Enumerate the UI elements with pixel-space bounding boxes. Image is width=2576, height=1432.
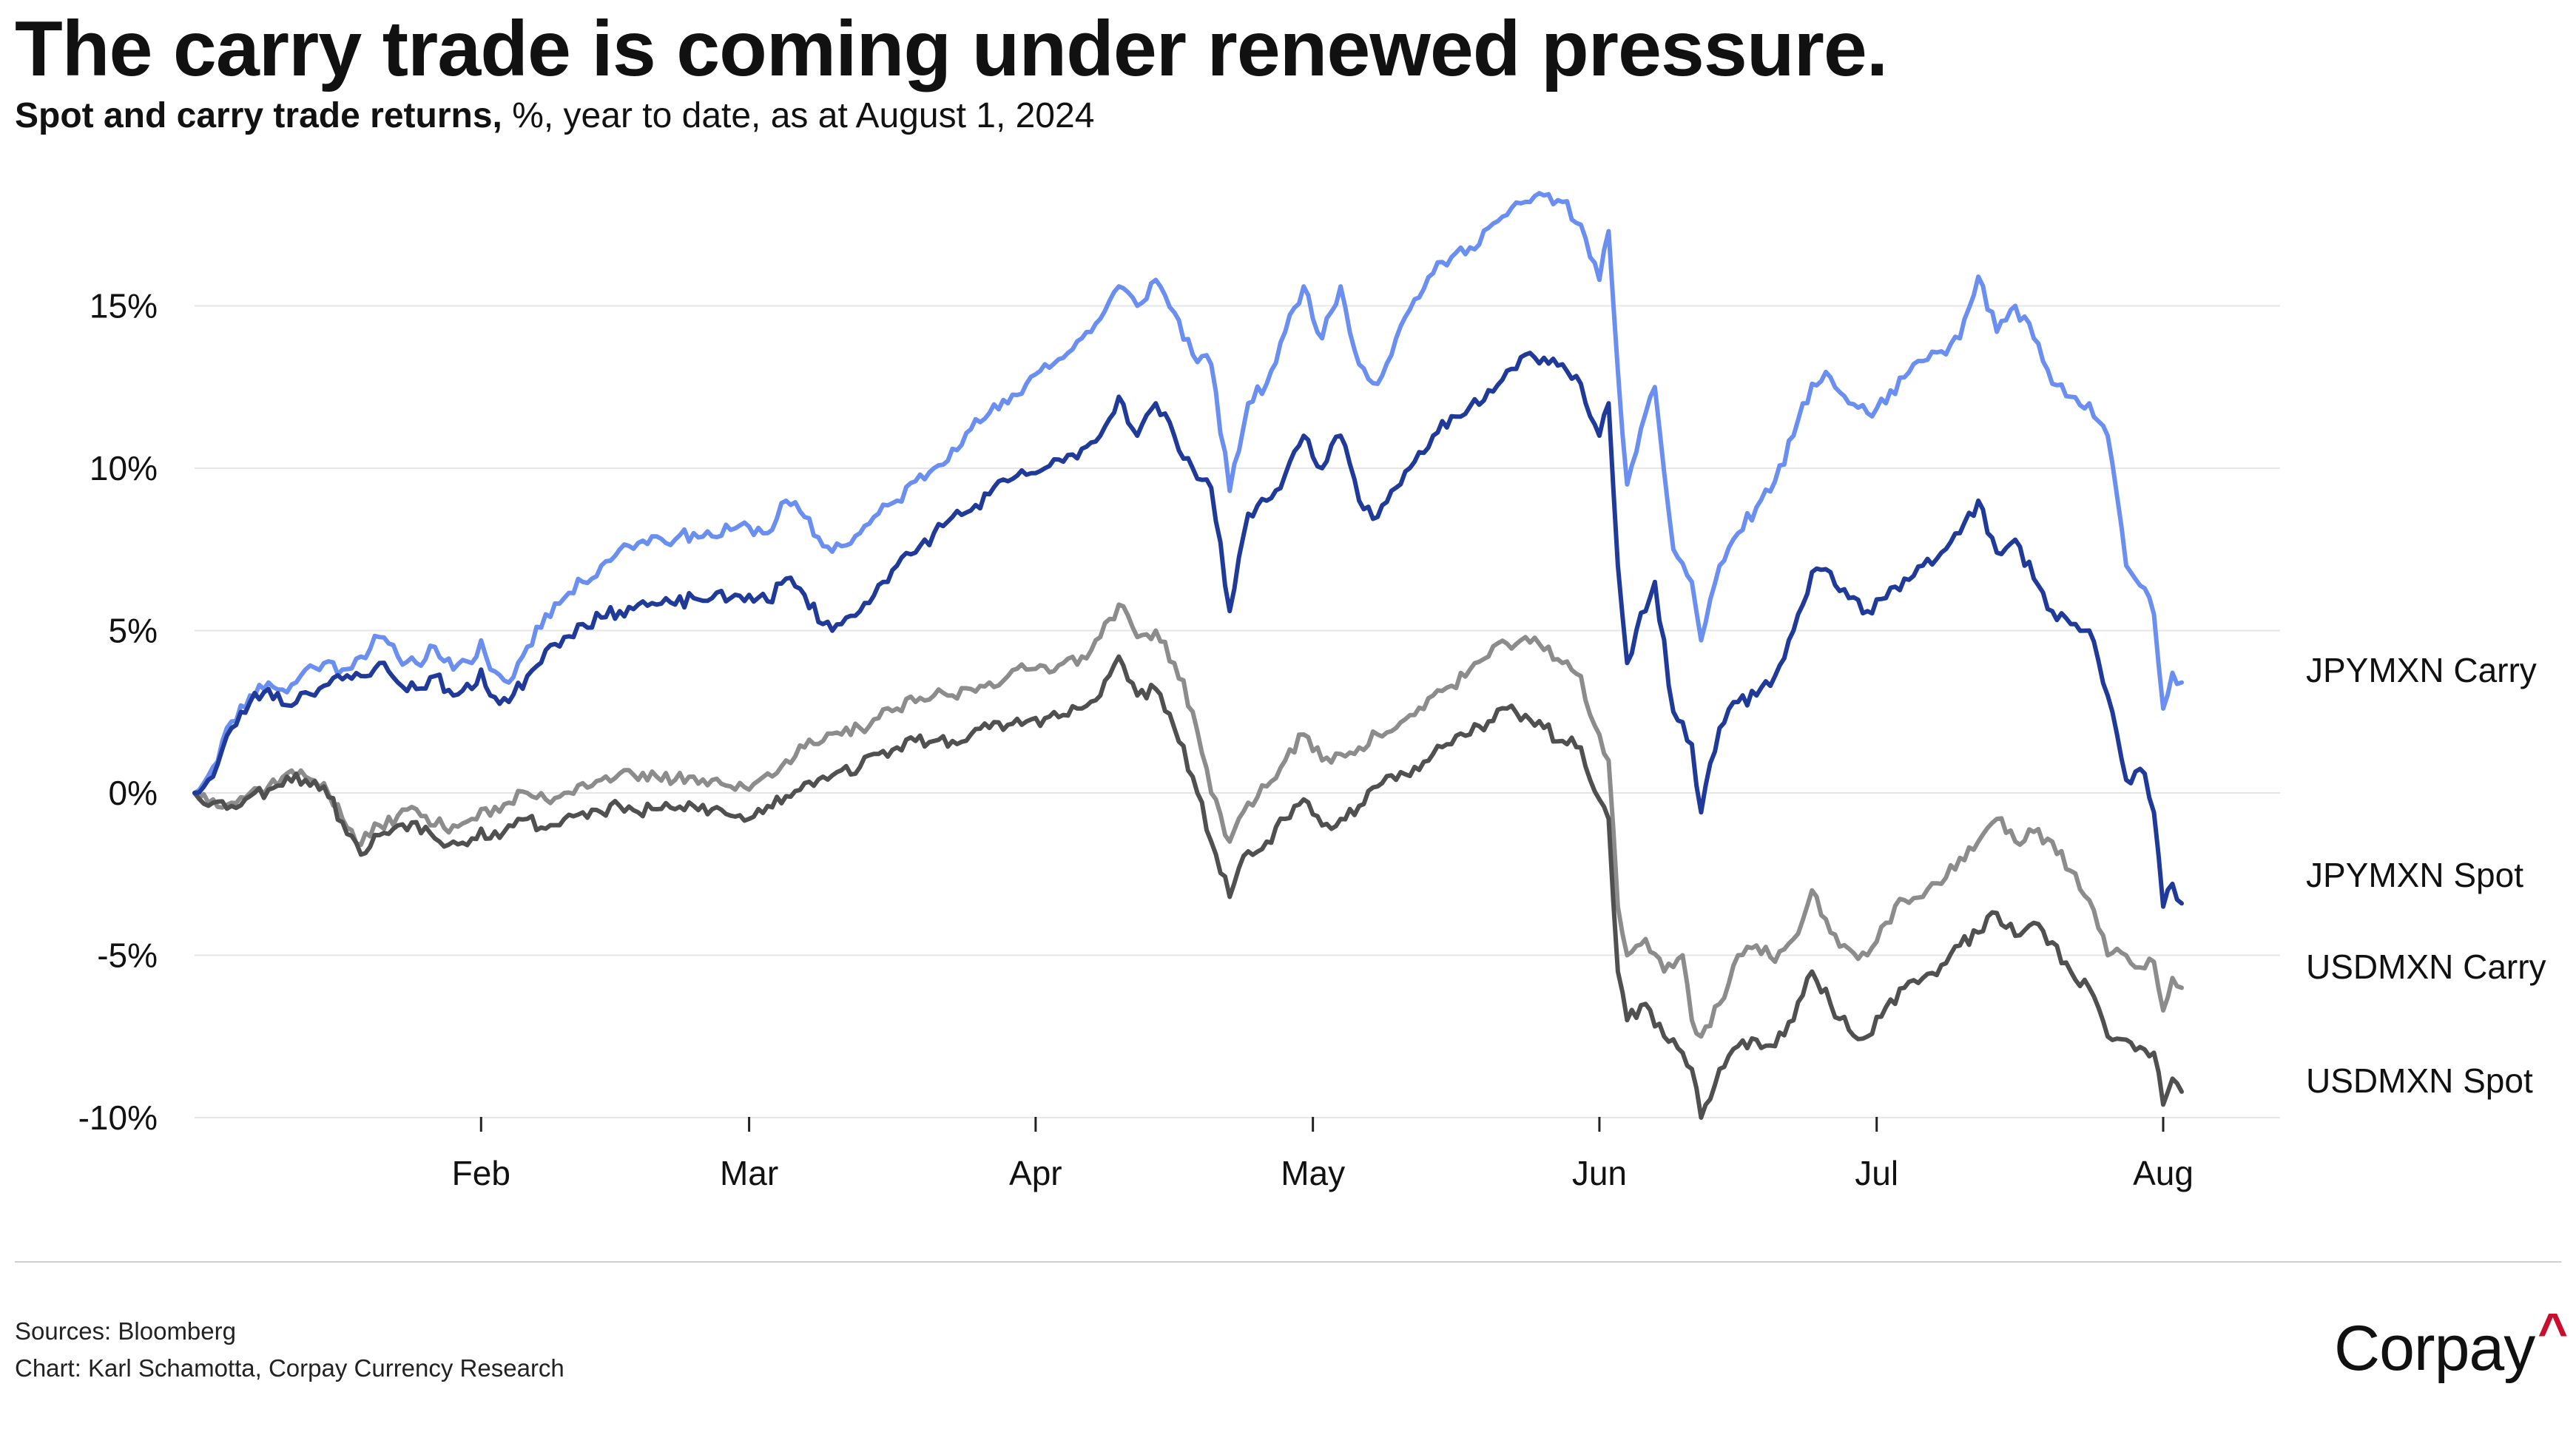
- x-tick-label: Aug: [2133, 1154, 2194, 1192]
- chart-subtitle: Spot and carry trade returns, %, year to…: [15, 95, 1094, 138]
- x-tick-label: Jul: [1855, 1154, 1898, 1192]
- footer-divider: [15, 1261, 2561, 1263]
- series-label-usdmxn-spot: USDMXN Spot: [2306, 1061, 2533, 1100]
- gridlines: [195, 305, 2280, 1118]
- chart-title: The carry trade is coming under renewed …: [15, 5, 1888, 92]
- y-tick-label: 15%: [90, 287, 158, 325]
- x-tick-label: Feb: [452, 1154, 510, 1192]
- y-tick-label: -5%: [97, 936, 158, 975]
- chart-subtitle-bold: Spot and carry trade returns,: [15, 96, 502, 135]
- x-tick-label: Mar: [720, 1154, 778, 1192]
- series-label-jpymxn-carry: JPYMXN Carry: [2306, 651, 2537, 689]
- logo-caret-icon: ^: [2538, 1303, 2568, 1360]
- series-line-jpymxn-carry: [192, 191, 2184, 795]
- y-tick-label: 0%: [109, 774, 158, 812]
- sources-text: Sources: Bloomberg: [15, 1317, 236, 1345]
- footer-sources: Sources: Bloomberg Chart: Karl Schamotta…: [15, 1313, 564, 1387]
- series-lines: [192, 191, 2184, 1120]
- series-line-usdmxn-carry: [192, 602, 2184, 1039]
- series-label-jpymxn-spot: JPYMXN Spot: [2306, 856, 2523, 894]
- x-tick-label: Apr: [1009, 1154, 1062, 1192]
- corpay-logo: Corpay^: [2334, 1302, 2568, 1385]
- y-tick-label: 5%: [109, 612, 158, 650]
- axes: 15% 10% 5% 0% -5% -10% Feb Mar Apr May Jun Jul Aug: [78, 287, 2194, 1193]
- x-tick-label: May: [1281, 1154, 1345, 1192]
- logo-text: Corpay: [2334, 1313, 2535, 1384]
- series-label-usdmxn-carry: USDMXN Carry: [2306, 948, 2546, 986]
- chart-subtitle-rest: %, year to date, as at August 1, 2024: [502, 96, 1095, 135]
- x-tick-label: Jun: [1572, 1154, 1627, 1192]
- y-tick-label: -10%: [78, 1098, 158, 1137]
- credit-text: Chart: Karl Schamotta, Corpay Currency R…: [15, 1354, 564, 1382]
- series-line-jpymxn-spot: [192, 351, 2184, 909]
- series-line-usdmxn-spot: [192, 654, 2184, 1120]
- line-chart: 15% 10% 5% 0% -5% -10% Feb Mar Apr May Jun Jul Aug J…: [78, 191, 2546, 1193]
- series-labels: JPYMXN Carry JPYMXN Spot USDMXN Carry USDMX…: [2306, 651, 2546, 1100]
- y-tick-label: 10%: [90, 449, 158, 487]
